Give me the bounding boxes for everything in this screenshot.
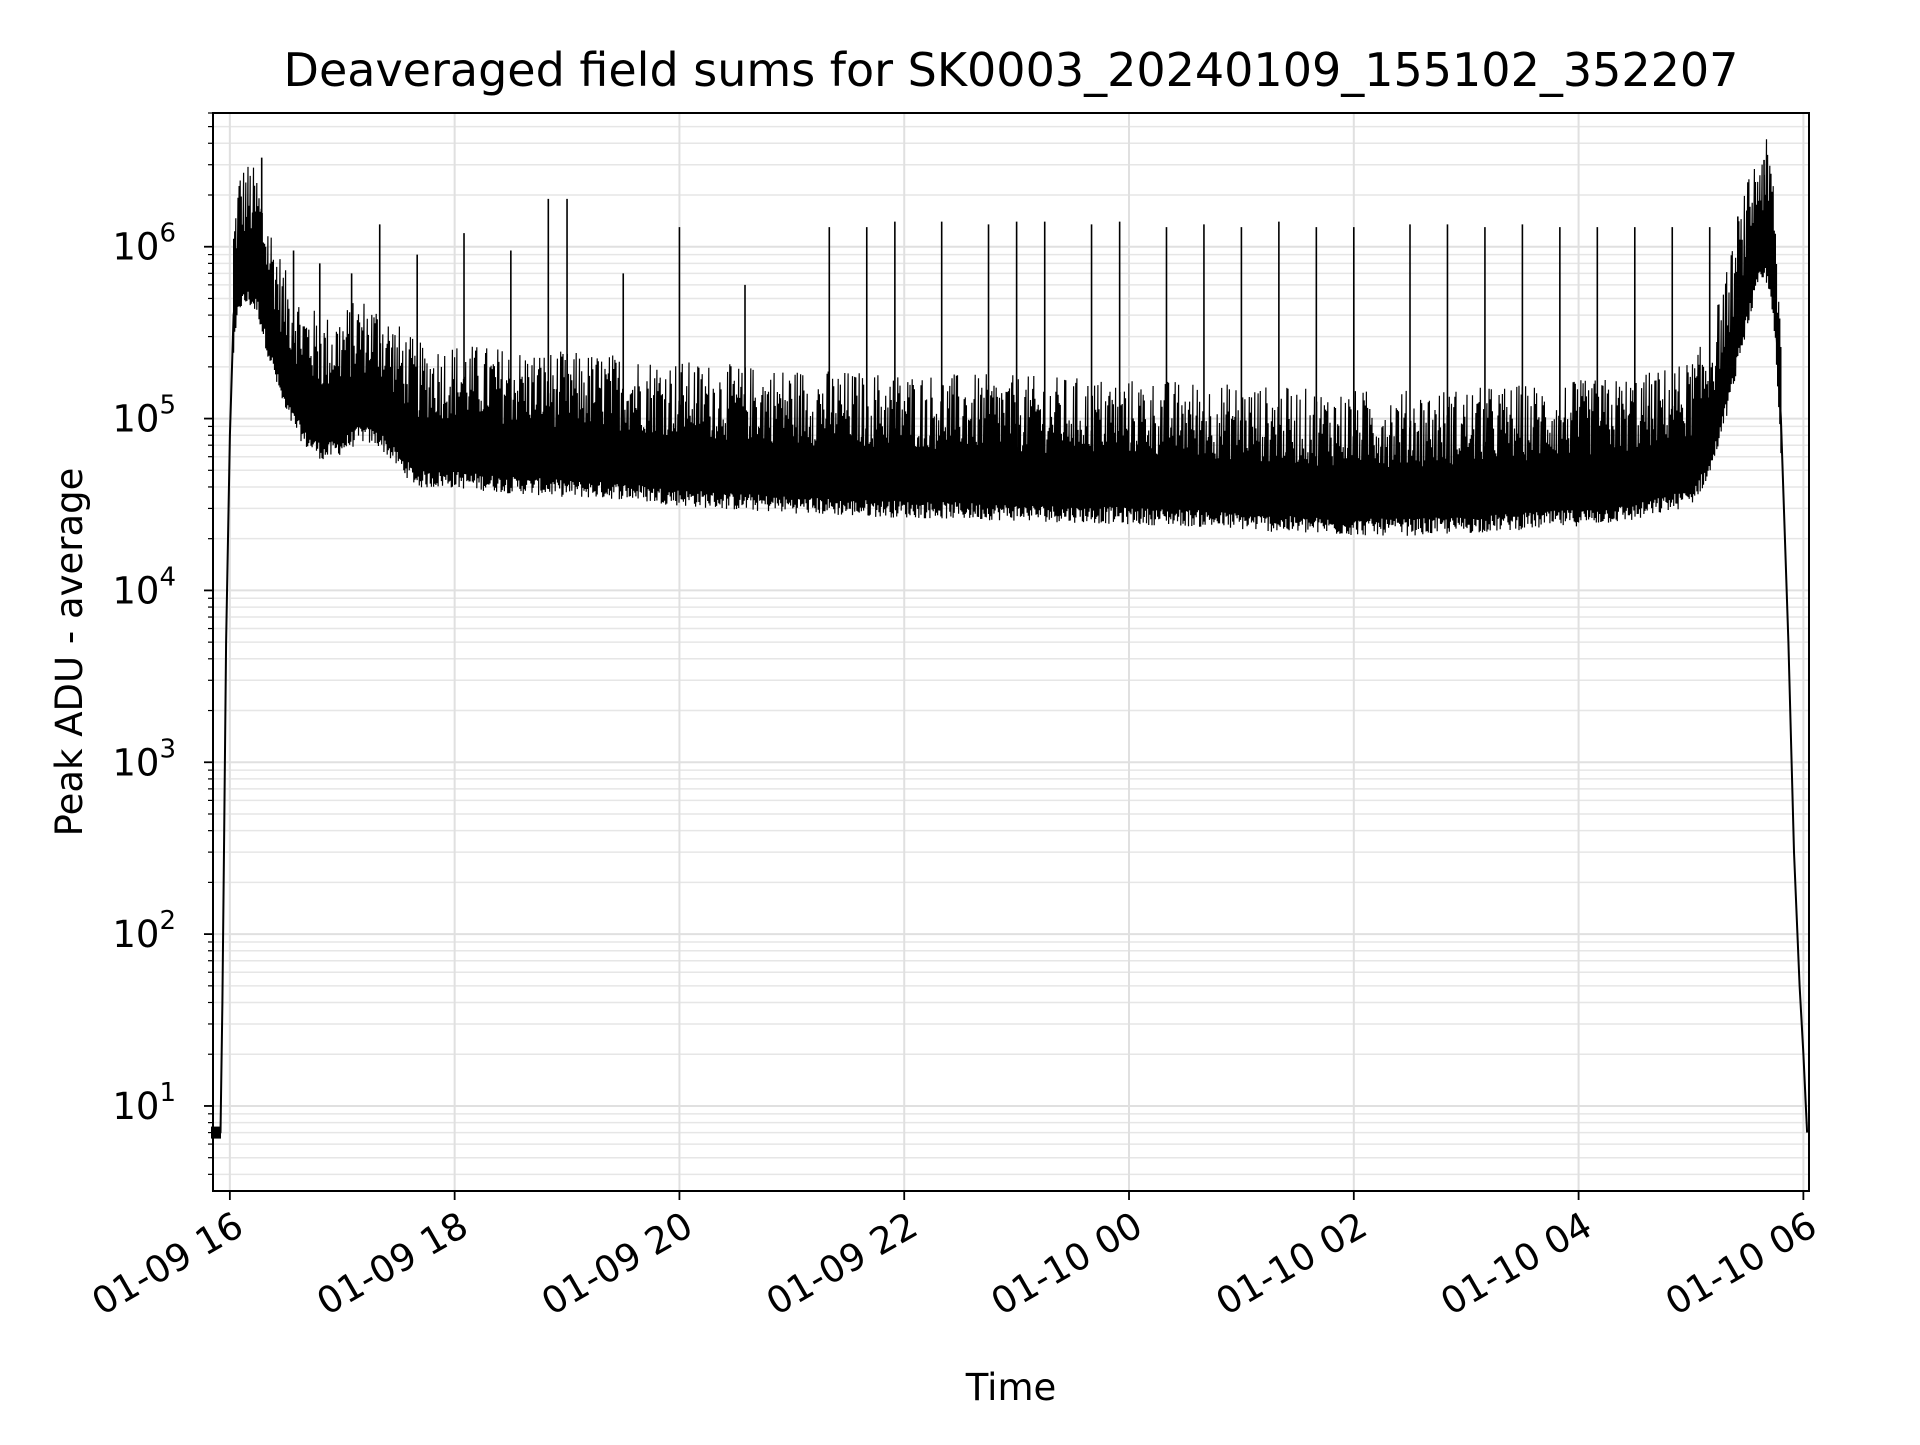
- chart-title: Deaveraged field sums for SK0003_2024010…: [284, 43, 1739, 97]
- plot-frame: [212, 112, 1810, 1192]
- y-tick-label: 102: [112, 906, 176, 956]
- y-axis-label: Peak ADU - average: [48, 468, 91, 837]
- y-tick-label: 104: [112, 562, 176, 612]
- y-tick-label: 103: [112, 734, 176, 784]
- y-tick-label: 101: [112, 1078, 176, 1128]
- y-tick-label: 105: [112, 391, 176, 441]
- series-start-marker: [211, 1126, 221, 1139]
- x-axis-label: Time: [965, 1366, 1057, 1409]
- series-noise: [233, 139, 1782, 536]
- y-tick-label: 106: [112, 219, 176, 269]
- series-layer: [211, 139, 1809, 1139]
